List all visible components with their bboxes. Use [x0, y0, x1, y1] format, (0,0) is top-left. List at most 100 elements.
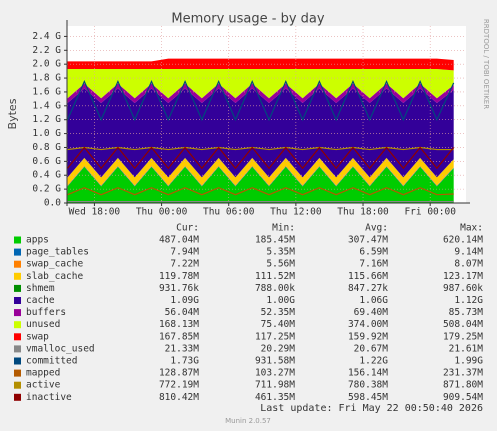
legend-label: swap_cache — [26, 259, 83, 270]
legend-swatch — [14, 248, 21, 256]
x-tick-label: Fri 00:00 — [404, 207, 456, 218]
legend-stat: 117.25M — [255, 331, 295, 342]
legend-stat: 987.60k — [443, 283, 483, 294]
y-tick-label: 2.0 G — [32, 59, 61, 70]
legend-swatch — [14, 333, 21, 341]
legend-swatch — [14, 236, 21, 244]
legend-stat: 9.14M — [454, 247, 483, 258]
legend-header: Avg: — [365, 223, 388, 234]
legend-stat: 931.58M — [255, 356, 295, 367]
legend-stat: 871.80M — [443, 380, 483, 391]
area — [67, 69, 454, 99]
legend-stat: 20.29M — [261, 343, 296, 354]
legend-stat: 85.73M — [449, 307, 484, 318]
legend-label: cache — [26, 295, 55, 306]
legend-stat: 156.14M — [348, 368, 388, 379]
line — [67, 146, 454, 151]
y-tick-label: 1.6 G — [32, 86, 61, 97]
y-tick-label: 0.4 G — [32, 170, 61, 181]
legend-stat: 788.00k — [255, 283, 295, 294]
legend-stat: 21.33M — [165, 343, 200, 354]
legend-stat: 167.85M — [159, 331, 199, 342]
legend-header: Min: — [272, 223, 295, 234]
y-tick-label: 1.4 G — [32, 100, 61, 111]
legend-swatch — [14, 272, 21, 280]
legend-stat: 772.19M — [159, 380, 199, 391]
legend-swatch — [14, 321, 21, 329]
area — [67, 157, 454, 178]
legend-swatch — [14, 297, 21, 304]
y-tick-label: 0.8 G — [32, 142, 61, 153]
legend-label: active — [26, 380, 61, 391]
legend-stat: 931.76k — [159, 283, 199, 294]
area — [67, 83, 454, 104]
x-tick-label: Wed 18:00 — [69, 207, 121, 218]
legend-stat: 52.35M — [261, 307, 296, 318]
y-tick-label: 0.0 — [44, 198, 61, 209]
x-tick-label: Thu 12:00 — [270, 207, 322, 218]
x-tick-label: Thu 18:00 — [337, 207, 389, 218]
area — [67, 166, 454, 187]
legend-stat: 21.61M — [449, 343, 484, 354]
legend-label: committed — [26, 356, 77, 367]
legend-stat: 69.40M — [354, 307, 389, 318]
legend-label: shmem — [26, 283, 55, 294]
legend-stat: 1.12G — [454, 295, 483, 306]
legend-swatch — [14, 260, 21, 268]
y-tick-label: 0.6 G — [32, 156, 61, 167]
legend-stat: 5.56M — [266, 259, 295, 270]
legend-stat: 111.52M — [255, 271, 295, 282]
legend-swatch — [14, 369, 21, 377]
legend-header: Cur: — [176, 223, 199, 234]
legend-stat: 620.14M — [443, 235, 483, 246]
x-tick-label: Thu 00:00 — [136, 207, 188, 218]
legend-stat: 307.47M — [348, 235, 388, 246]
legend-stat: 810.42M — [159, 392, 199, 403]
legend-stat: 7.22M — [170, 259, 199, 270]
y-tick-label: 1.8 G — [32, 73, 61, 84]
x-tick-label: Thu 06:00 — [203, 207, 255, 218]
legend-stat: 231.37M — [443, 368, 483, 379]
area — [67, 165, 454, 186]
y-tick-label: 0.2 G — [32, 184, 61, 195]
legend-swatch — [14, 381, 21, 389]
legend-stat: 1.09G — [170, 295, 199, 306]
legend-stat: 487.04M — [159, 235, 199, 246]
y-tick-label: 1.0 G — [32, 128, 61, 139]
y-tick-label: 1.2 G — [32, 114, 61, 125]
legend-stat: 1.06G — [359, 295, 388, 306]
legend-swatch — [14, 357, 21, 365]
legend-stat: 847.27k — [348, 283, 388, 294]
legend-label: vmalloc_used — [26, 343, 95, 354]
legend-stat: 508.04M — [443, 319, 483, 330]
legend-stat: 115.66M — [348, 271, 388, 282]
legend-stat: 103.27M — [255, 368, 295, 379]
legend-label: mapped — [26, 368, 60, 379]
y-axis-label: Bytes — [6, 98, 19, 129]
legend-label: inactive — [26, 392, 72, 403]
legend-stat: 119.78M — [159, 271, 199, 282]
legend-stat: 159.92M — [348, 331, 388, 342]
area — [67, 166, 454, 203]
legend-label: page_tables — [26, 247, 89, 258]
legend-header: Max: — [460, 223, 483, 234]
legend-stat: 8.07M — [454, 259, 483, 270]
legend-stat: 374.00M — [348, 319, 388, 330]
legend-swatch — [14, 393, 21, 401]
area — [67, 58, 454, 71]
legend-stat: 711.98M — [255, 380, 295, 391]
legend-label: buffers — [26, 307, 66, 318]
line — [67, 187, 454, 196]
legend-label: swap — [26, 331, 49, 342]
legend-swatch — [14, 309, 21, 317]
side-text: RRDTOOL / TOBI OETIKER — [482, 19, 490, 109]
legend-stat: 1.73G — [170, 356, 199, 367]
legend-stat: 179.25M — [443, 331, 483, 342]
legend-stat: 909.54M — [443, 392, 483, 403]
legend-stat: 598.45M — [348, 392, 388, 403]
legend-stat: 5.35M — [266, 247, 295, 258]
last-update: Last update: Fri May 22 00:50:40 2026 — [260, 403, 483, 414]
legend-label: slab_cache — [26, 271, 83, 282]
legend-label: unused — [26, 319, 60, 330]
